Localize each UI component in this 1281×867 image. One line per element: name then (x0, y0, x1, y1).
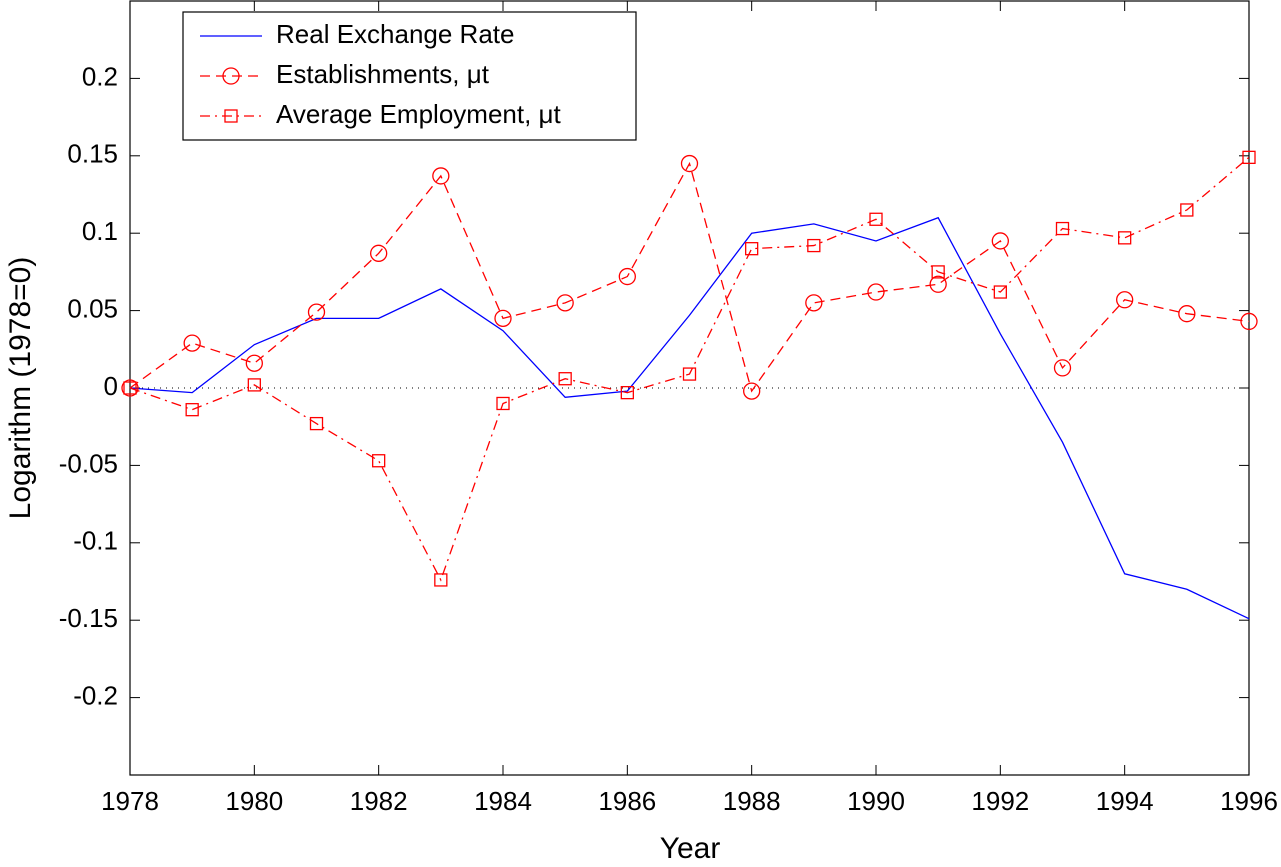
marker (1242, 150, 1256, 164)
marker (991, 232, 1009, 250)
y-tick-label: 0.2 (82, 61, 118, 91)
marker (496, 396, 510, 411)
marker (807, 238, 821, 253)
marker (680, 154, 699, 173)
x-tick-label: 1986 (598, 786, 656, 816)
marker (247, 378, 261, 392)
marker (185, 403, 199, 417)
marker (1116, 291, 1134, 309)
legend-label: Establishments, μt (276, 59, 490, 89)
marker (307, 303, 326, 321)
legend-label: Average Employment, μt (276, 99, 562, 129)
marker (556, 294, 574, 312)
marker (867, 283, 885, 301)
marker (372, 454, 386, 468)
y-tick-label: 0 (104, 371, 118, 401)
series-line (129, 161, 1250, 393)
marker (931, 265, 945, 279)
x-tick-label: 1992 (971, 786, 1029, 816)
series-line (129, 156, 1250, 582)
marker (743, 382, 761, 400)
marker (1118, 231, 1132, 245)
y-axis-label: Logarithm (1978=0) (4, 257, 37, 520)
marker (434, 573, 448, 587)
marker (245, 354, 263, 372)
marker (805, 294, 823, 312)
legend-marker (224, 109, 238, 123)
x-tick-label: 1982 (350, 786, 408, 816)
y-tick-label: -0.05 (59, 448, 118, 478)
x-tick-label: 1980 (225, 786, 283, 816)
x-tick-label: 1994 (1096, 786, 1154, 816)
marker (1053, 359, 1072, 377)
y-tick-label: 0.15 (67, 139, 118, 169)
marker (123, 381, 137, 395)
marker (183, 334, 201, 352)
marker (993, 285, 1007, 299)
marker (432, 167, 450, 185)
marker (1055, 221, 1070, 236)
legend-marker (222, 67, 240, 85)
marker (929, 275, 947, 293)
marker (370, 244, 388, 262)
marker (1178, 305, 1196, 323)
marker (121, 379, 139, 397)
legend: Real Exchange Rate Establishments, μt Aver… (182, 11, 637, 141)
marker (1240, 312, 1258, 331)
y-tick-label: -0.2 (73, 680, 118, 710)
y-tick-label: 0.05 (67, 293, 118, 323)
marker (558, 372, 572, 386)
marker (494, 309, 512, 327)
marker (1180, 203, 1194, 217)
marker (309, 416, 324, 431)
legend-label: Real Exchange Rate (276, 19, 514, 49)
x-axis-label: Year (660, 832, 721, 865)
x-tick-label: 1988 (723, 786, 781, 816)
x-tick-label: 1984 (474, 786, 532, 816)
y-tick-label: -0.15 (59, 603, 118, 633)
marker (869, 212, 883, 226)
x-tick-label: 1996 (1220, 786, 1278, 816)
marker (745, 242, 759, 256)
marker (620, 385, 634, 400)
y-tick-label: 0.1 (82, 216, 118, 246)
y-tick-label: -0.1 (73, 526, 118, 556)
marker (682, 367, 697, 381)
legend-box (182, 11, 637, 141)
x-tick-label: 1990 (847, 786, 905, 816)
marker (618, 267, 636, 286)
series-line (129, 216, 1250, 620)
x-tick-label: 1978 (101, 786, 159, 816)
